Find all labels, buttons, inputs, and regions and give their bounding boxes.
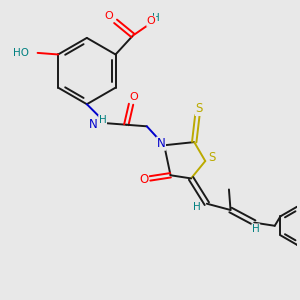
- Text: H: H: [252, 224, 260, 234]
- Text: N: N: [89, 118, 98, 131]
- Text: HO: HO: [13, 48, 29, 58]
- Text: H: H: [194, 202, 201, 212]
- Text: S: S: [195, 102, 203, 116]
- Text: S: S: [208, 152, 215, 164]
- Text: H: H: [99, 115, 106, 125]
- Text: O: O: [147, 16, 156, 26]
- Text: O: O: [130, 92, 139, 102]
- Text: N: N: [157, 137, 165, 150]
- Text: O: O: [139, 173, 148, 187]
- Text: H: H: [152, 13, 160, 23]
- Text: O: O: [104, 11, 113, 21]
